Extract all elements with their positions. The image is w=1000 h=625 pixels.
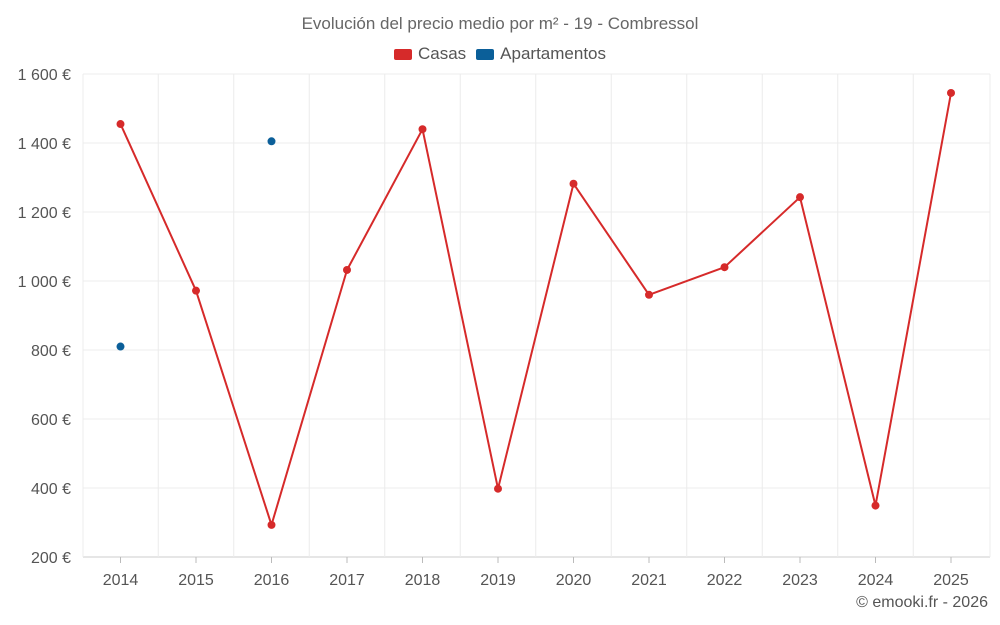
- data-point-casas: [343, 265, 351, 274]
- data-point-casas: [569, 179, 578, 188]
- data-point-casas: [192, 286, 200, 295]
- data-point-casas: [796, 193, 804, 202]
- legend-item-casas[interactable]: Casas: [393, 44, 467, 64]
- x-tick-label: 2016: [254, 572, 290, 589]
- y-tick-label: 1 200 €: [18, 205, 71, 222]
- x-tick-label: 2019: [480, 572, 516, 589]
- x-tick-label: 2023: [782, 572, 818, 589]
- x-tick-label: 2014: [103, 572, 139, 589]
- credit-text: © emooki.fr - 2026: [856, 594, 988, 611]
- y-tick-label: 800 €: [31, 343, 71, 360]
- legend-label-apartamentos: Apartamentos: [500, 44, 607, 63]
- data-point-casas: [116, 120, 125, 129]
- data-point-apartamentos: [267, 137, 276, 146]
- legend: Casas Apartamentos: [0, 44, 1000, 64]
- x-tick-label: 2018: [405, 572, 441, 589]
- y-tick-label: 1 000 €: [18, 274, 71, 291]
- data-point-casas: [267, 520, 276, 529]
- x-tick-label: 2017: [329, 572, 365, 589]
- data-point-casas: [947, 88, 955, 97]
- data-point-casas: [494, 484, 502, 493]
- chart-title: Evolución del precio medio por m² - 19 -…: [301, 14, 699, 33]
- y-tick-label: 600 €: [31, 412, 71, 429]
- data-point-casas: [645, 290, 653, 299]
- y-tick-label: 200 €: [31, 550, 71, 567]
- legend-label-casas: Casas: [417, 44, 467, 63]
- x-tick-label: 2021: [631, 572, 667, 589]
- data-point-casas: [871, 501, 880, 510]
- data-point-casas: [418, 125, 427, 134]
- x-tick-label: 2025: [933, 572, 969, 589]
- x-tick-label: 2020: [556, 572, 592, 589]
- y-tick-label: 1 600 €: [18, 67, 71, 84]
- legend-item-apartamentos[interactable]: Apartamentos: [476, 44, 606, 64]
- y-tick-label: 400 €: [31, 481, 71, 498]
- legend-swatch-casas: [393, 48, 412, 60]
- x-tick-label: 2022: [707, 572, 743, 589]
- legend-swatch-apartamentos: [476, 48, 495, 60]
- x-tick-label: 2015: [178, 572, 214, 589]
- series-line-casas: [119, 92, 952, 526]
- x-tick-label: 2024: [858, 572, 894, 589]
- data-point-apartamentos: [116, 342, 125, 351]
- data-point-casas: [720, 263, 729, 272]
- y-tick-label: 1 400 €: [18, 136, 71, 153]
